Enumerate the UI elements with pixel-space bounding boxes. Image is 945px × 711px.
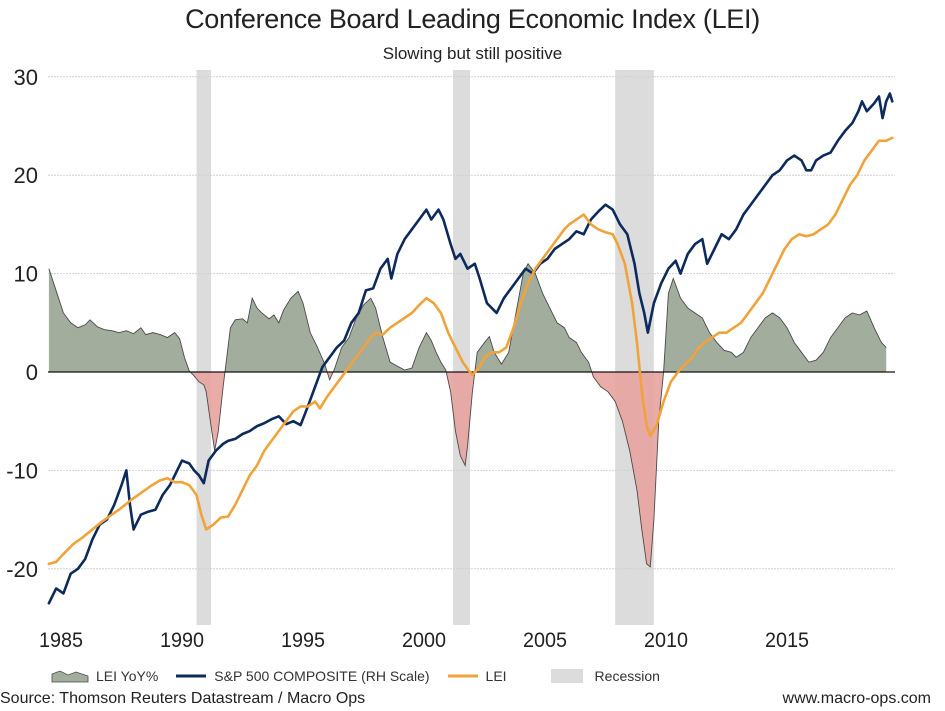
legend-item-recession: Recession [549, 668, 660, 684]
x-tick-label: 1990 [160, 629, 204, 652]
series-lines [47, 92, 894, 605]
orange-line-swatch-icon [447, 674, 478, 678]
lei-yoy-positive-area [48, 263, 887, 372]
y-tick-label: 30 [14, 65, 38, 90]
x-tick-label: 2015 [765, 629, 809, 652]
y-tick-label: -10 [6, 458, 38, 483]
x-tick-label: 1985 [39, 629, 83, 652]
legend: LEI YoY% S&P 500 COMPOSITE (RH Scale) LE… [50, 666, 676, 686]
lei-yoy-outline [48, 262, 887, 568]
lei-yoy-negative-area [48, 372, 887, 567]
recession-band [196, 70, 212, 625]
x-tick-label: 2010 [644, 629, 688, 652]
legend-item-lei: LEI [446, 668, 533, 684]
gridlines [48, 76, 895, 570]
x-tick-label: 2005 [523, 629, 567, 652]
y-tick-label: 20 [14, 163, 38, 188]
x-axis-ticks: 1985 1990 1995 2000 2005 2010 2015 [39, 629, 809, 652]
y-tick-label: 0 [26, 360, 38, 385]
lei-line [47, 136, 894, 566]
area-swatch-icon [51, 670, 89, 683]
lei-yoy-area [48, 262, 887, 568]
legend-label: LEI YoY% [96, 668, 159, 684]
recession-bands [196, 70, 654, 625]
source-note: Source: Thomson Reuters Datastream / Mac… [0, 690, 366, 707]
legend-label: Recession [594, 668, 660, 684]
chart-subtitle: Slowing but still positive [382, 44, 563, 63]
recession-band [453, 70, 470, 625]
navy-line-swatch-icon [176, 674, 207, 678]
y-tick-label: 10 [14, 262, 38, 287]
legend-item-sp500: S&P 500 COMPOSITE (RH Scale) [174, 668, 430, 684]
sp500-line [47, 92, 894, 605]
x-tick-label: 1995 [281, 629, 325, 652]
legend-item-lei-yoy: LEI YoY% [50, 668, 158, 684]
x-tick-label: 2000 [402, 629, 446, 652]
y-tick-label: -20 [6, 557, 38, 582]
y-axis-ticks: 30 20 10 0 -10 -20 [6, 65, 38, 582]
legend-label: S&P 500 COMPOSITE (RH Scale) [214, 668, 430, 684]
site-url: www.macro-ops.com [782, 690, 931, 707]
chart-title: Conference Board Leading Economic Index … [185, 4, 760, 34]
recession-swatch-icon [550, 669, 583, 683]
legend-label: LEI [485, 668, 507, 684]
